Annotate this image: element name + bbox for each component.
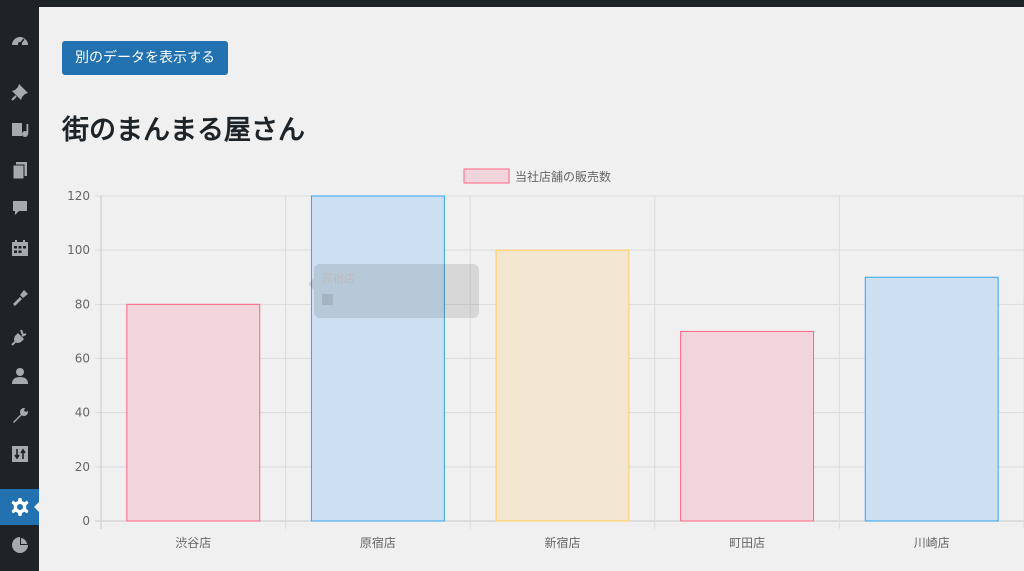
- y-tick-label: 100: [67, 243, 90, 257]
- pages-icon: [12, 162, 27, 180]
- media-icon: [11, 123, 28, 137]
- sidebar-item-tools[interactable]: [0, 398, 39, 434]
- x-tick-label: 新宿店: [544, 535, 580, 550]
- sidebar-item-settings[interactable]: [0, 489, 40, 525]
- page-title: 街のまんまる屋さん: [62, 115, 305, 146]
- x-axis-ticks: 渋谷店 原宿店 新宿店 町田店 川崎店: [175, 535, 949, 550]
- sidebar-item-appearance[interactable]: [0, 279, 39, 315]
- admin-sidebar: [0, 7, 40, 571]
- sidebar-item-users[interactable]: [0, 358, 39, 394]
- y-axis-ticks: 0 20 40 60 80 100 120: [67, 189, 90, 528]
- sidebar-item-calendar[interactable]: [0, 230, 39, 266]
- sidebar-item-plugins[interactable]: [0, 319, 39, 355]
- bar-町田店[interactable]: [680, 330, 815, 522]
- sidebar-item-import-export[interactable]: [0, 436, 39, 472]
- chart-bars: [126, 195, 999, 522]
- bar-原宿店[interactable]: [310, 195, 445, 522]
- tooltip-swatch: [322, 294, 333, 305]
- tooltip-box: [314, 264, 479, 318]
- sidebar-item-chart[interactable]: [0, 527, 39, 563]
- x-tick-label: 町田店: [729, 536, 765, 550]
- x-tick-label: 渋谷店: [175, 536, 211, 550]
- y-tick-label: 0: [82, 514, 90, 528]
- bar-渋谷店[interactable]: [126, 303, 261, 522]
- chart-tooltip: 原宿店: [308, 264, 479, 318]
- dashboard-icon: [11, 37, 28, 46]
- calendar-icon: [11, 240, 28, 256]
- tools-icon: [12, 408, 28, 423]
- settings-icon: [11, 498, 28, 516]
- y-tick-label: 20: [75, 460, 90, 474]
- y-tick-label: 120: [67, 189, 90, 203]
- x-tick-label: 川崎店: [914, 536, 950, 550]
- sidebar-item-dashboard[interactable]: [0, 23, 39, 59]
- tooltip-title: 原宿店: [322, 271, 355, 285]
- chart-legend[interactable]: 当社店舗の販売数: [463, 168, 611, 184]
- pin-icon: [10, 84, 28, 101]
- sidebar-item-posts[interactable]: [0, 74, 39, 110]
- import-export-icon: [11, 446, 28, 462]
- y-tick-label: 40: [75, 406, 90, 420]
- admin-top-bar: [0, 0, 1024, 7]
- plugins-icon: [10, 329, 26, 346]
- sidebar-item-pages[interactable]: [0, 152, 39, 188]
- y-tick-label: 80: [75, 297, 90, 311]
- show-other-data-button[interactable]: 別のデータを表示する: [62, 41, 228, 75]
- sidebar-item-media[interactable]: [0, 112, 39, 148]
- x-tick-label: 原宿店: [360, 535, 396, 550]
- chart-pie-icon: [11, 537, 28, 553]
- legend-label: 当社店舗の販売数: [515, 169, 611, 184]
- y-tick-label: 60: [75, 352, 90, 366]
- sidebar-item-comments[interactable]: [0, 190, 39, 226]
- bar-新宿店[interactable]: [495, 249, 630, 522]
- comments-icon: [12, 201, 27, 215]
- users-icon: [11, 368, 28, 384]
- active-menu-arrow: [34, 501, 40, 513]
- bar-川崎店[interactable]: [864, 276, 999, 522]
- legend-swatch: [463, 168, 510, 184]
- appearance-icon: [12, 290, 28, 306]
- tooltip-caret: [308, 278, 314, 290]
